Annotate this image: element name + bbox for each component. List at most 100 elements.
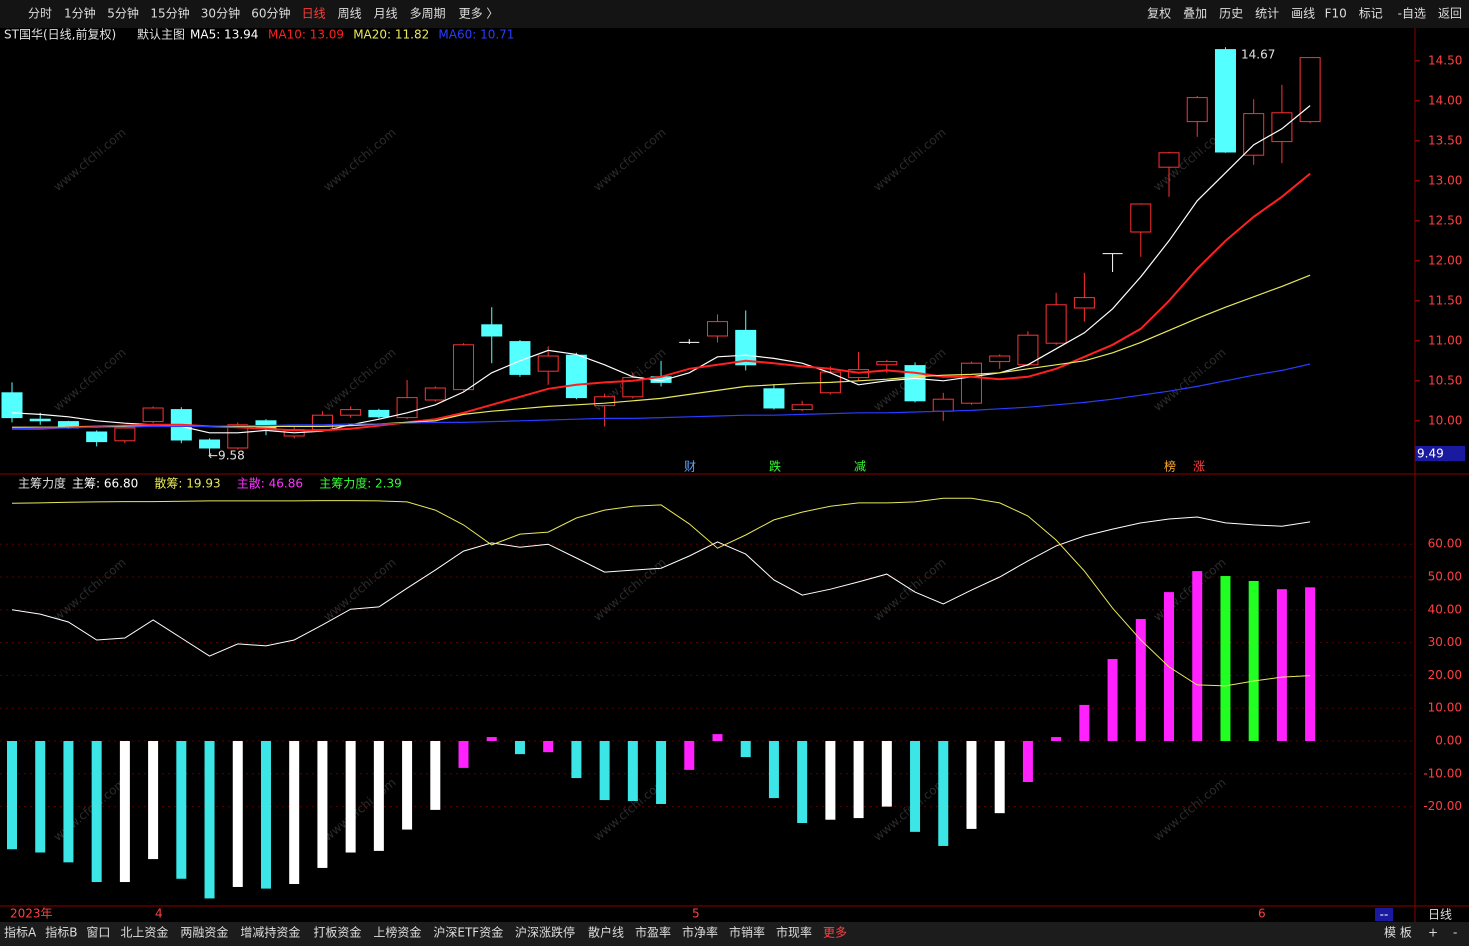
toolbar-item[interactable]: 叠加 [1183, 7, 1207, 21]
toolbar-item[interactable]: 复权 [1147, 7, 1171, 21]
toolbar-item[interactable]: 日线 [302, 7, 326, 21]
watermark: www.cfchi.com [1151, 555, 1229, 624]
tab[interactable]: 窗口 [86, 926, 110, 940]
tab[interactable]: 上榜资金 [373, 925, 421, 940]
event-marker[interactable]: 财 [684, 460, 696, 474]
toolbar-item[interactable]: 15分钟 [150, 6, 189, 21]
bar [1192, 571, 1203, 742]
indicator-line [11, 516, 1311, 657]
watermark: www.cfchi.com [321, 125, 399, 194]
bar [571, 741, 582, 779]
toolbar-item[interactable]: 周线 [338, 7, 362, 21]
watermark: www.cfchi.com [871, 125, 949, 194]
toolbar-item[interactable]: 5分钟 [107, 6, 139, 21]
tab-control[interactable]: 模 板 [1384, 926, 1412, 940]
bar [430, 741, 441, 810]
candle-body [565, 354, 587, 399]
watermark: www.cfchi.com [51, 775, 129, 844]
tab[interactable]: 增减持资金 [240, 925, 300, 940]
event-marker[interactable]: 涨 [1193, 459, 1205, 474]
tab-control[interactable]: - [1453, 926, 1457, 940]
bar [627, 741, 638, 802]
tab[interactable]: 两融资金 [180, 925, 228, 940]
candle-body [791, 404, 813, 411]
bar [797, 741, 808, 824]
y-tick-label: 11.00 [1428, 333, 1462, 347]
bar [7, 741, 17, 850]
y-tick-label: 12.50 [1428, 213, 1462, 227]
x-label: 2023年 [10, 907, 53, 921]
y-tick-label: 13.00 [1428, 173, 1462, 187]
bar [853, 741, 864, 819]
toolbar-item[interactable]: 标记 [1359, 7, 1383, 21]
bar [1248, 580, 1259, 742]
tab[interactable]: 市盈率 [635, 925, 671, 940]
toolbar-item[interactable]: 多周期 [410, 7, 446, 21]
bar [712, 734, 723, 742]
candle-body [1073, 297, 1095, 309]
event-marker[interactable]: 榜 [1164, 459, 1176, 474]
tab[interactable]: 市净率 [682, 925, 718, 940]
chart-title: ST国华(日线,前复权) [4, 27, 116, 42]
bar [35, 741, 46, 853]
event-marker[interactable]: 跌 [769, 459, 781, 474]
tab[interactable]: 市现率 [776, 925, 812, 940]
bar [1305, 587, 1316, 742]
bar [1051, 737, 1062, 742]
bar [1107, 659, 1118, 742]
toolbar-item[interactable]: F10 [1325, 7, 1347, 21]
toolbar-item[interactable]: 返回 [1438, 7, 1462, 21]
status-bg [1375, 908, 1393, 921]
tab[interactable]: 指标A [4, 925, 37, 940]
candle-body [1271, 112, 1293, 143]
bar [543, 741, 554, 753]
toolbar-item[interactable]: 画线 [1291, 7, 1315, 21]
candle-body [1158, 152, 1180, 168]
candle-body [368, 409, 390, 418]
indicator-line [11, 497, 1311, 687]
toolbar-item[interactable]: 分时 [28, 7, 52, 21]
toolbar-item[interactable]: 更多 〉 [459, 7, 499, 21]
tab[interactable]: 沪深涨跌停 [515, 925, 575, 940]
bar [1135, 619, 1146, 742]
candle-body [932, 398, 954, 412]
candle-body [904, 365, 926, 402]
tab-control[interactable]: + [1428, 926, 1438, 940]
tab[interactable]: 更多 [823, 926, 847, 940]
candle-body [735, 329, 757, 366]
event-marker[interactable]: 减 [854, 460, 866, 474]
y-tick-label: 11.50 [1428, 293, 1462, 307]
toolbar-item[interactable]: 历史 [1219, 7, 1243, 21]
toolbar-item[interactable]: 30分钟 [201, 6, 240, 21]
toolbar-item[interactable]: -自选 [1398, 7, 1426, 21]
bar [232, 741, 243, 887]
bar [119, 741, 130, 883]
toolbar-item[interactable]: 60分钟 [251, 6, 290, 21]
bar [63, 741, 74, 863]
bar [373, 741, 384, 851]
toolbar-bg [0, 0, 1469, 28]
toolbar-item[interactable]: 1分钟 [64, 6, 96, 21]
bar [1220, 576, 1231, 742]
ma-legend: MA20: 11.82 [353, 28, 429, 42]
y-tick-label: 50.00 [1428, 570, 1462, 584]
tab[interactable]: 沪深ETF资金 [433, 925, 503, 940]
candle-body [340, 409, 362, 416]
tab[interactable]: 打板资金 [313, 925, 361, 940]
tab[interactable]: 指标B [45, 925, 77, 940]
bar [994, 741, 1005, 814]
tab[interactable]: 市销率 [729, 925, 765, 940]
bar [204, 741, 215, 899]
candle-body [114, 427, 136, 442]
tab[interactable]: 北上资金 [120, 925, 168, 940]
candle-body [594, 396, 616, 407]
bar [740, 741, 751, 758]
candle-body [989, 355, 1011, 363]
tab[interactable]: 散户线 [588, 925, 624, 940]
toolbar-item[interactable]: 统计 [1255, 7, 1279, 21]
bar [1276, 589, 1287, 742]
toolbar-item[interactable]: 月线 [374, 7, 398, 21]
bar [148, 741, 159, 860]
bar [514, 741, 525, 755]
